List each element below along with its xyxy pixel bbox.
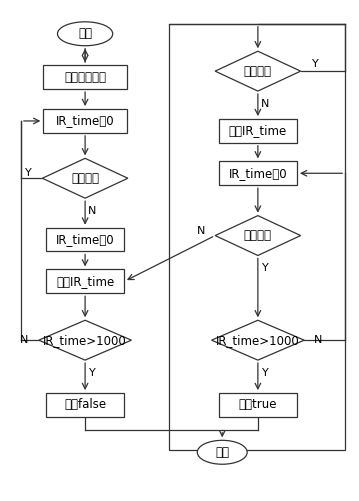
FancyBboxPatch shape (43, 109, 127, 133)
Text: 结束: 结束 (215, 446, 229, 459)
Polygon shape (215, 215, 300, 256)
Text: Y: Y (262, 368, 269, 378)
Text: IR_time>1000: IR_time>1000 (43, 334, 127, 347)
Polygon shape (211, 320, 304, 360)
Text: 保存IR_time: 保存IR_time (229, 124, 287, 137)
Text: Y: Y (312, 59, 318, 69)
Ellipse shape (197, 440, 247, 464)
Polygon shape (39, 320, 131, 360)
Ellipse shape (57, 22, 113, 46)
Text: N: N (88, 205, 97, 215)
FancyBboxPatch shape (46, 270, 124, 294)
Text: N: N (261, 99, 269, 109)
FancyBboxPatch shape (46, 227, 124, 252)
FancyBboxPatch shape (219, 119, 297, 143)
Text: IR_time＝0: IR_time＝0 (229, 167, 287, 180)
Text: Y: Y (89, 368, 95, 378)
Polygon shape (42, 158, 128, 198)
Text: 返回false: 返回false (64, 398, 106, 411)
Polygon shape (215, 51, 300, 91)
Text: Y: Y (262, 263, 269, 273)
FancyBboxPatch shape (219, 393, 297, 417)
FancyBboxPatch shape (219, 161, 297, 185)
Text: 低电平？: 低电平？ (244, 65, 272, 78)
Text: 定时器初始化: 定时器初始化 (64, 71, 106, 84)
Text: Y: Y (25, 168, 32, 178)
Text: 开始: 开始 (78, 27, 92, 40)
Text: 高电平？: 高电平？ (71, 172, 99, 185)
Text: 保存IR_time: 保存IR_time (56, 275, 114, 288)
Text: N: N (314, 335, 323, 345)
Text: IR_time>1000: IR_time>1000 (216, 334, 300, 347)
FancyBboxPatch shape (46, 393, 124, 417)
Text: 高电平？: 高电平？ (244, 229, 272, 242)
Text: N: N (197, 225, 205, 235)
Text: N: N (20, 335, 29, 345)
Text: IR_time＝0: IR_time＝0 (56, 114, 115, 127)
FancyBboxPatch shape (43, 65, 127, 89)
Text: 返回true: 返回true (239, 398, 277, 411)
Text: IR_time＝0: IR_time＝0 (56, 233, 115, 246)
